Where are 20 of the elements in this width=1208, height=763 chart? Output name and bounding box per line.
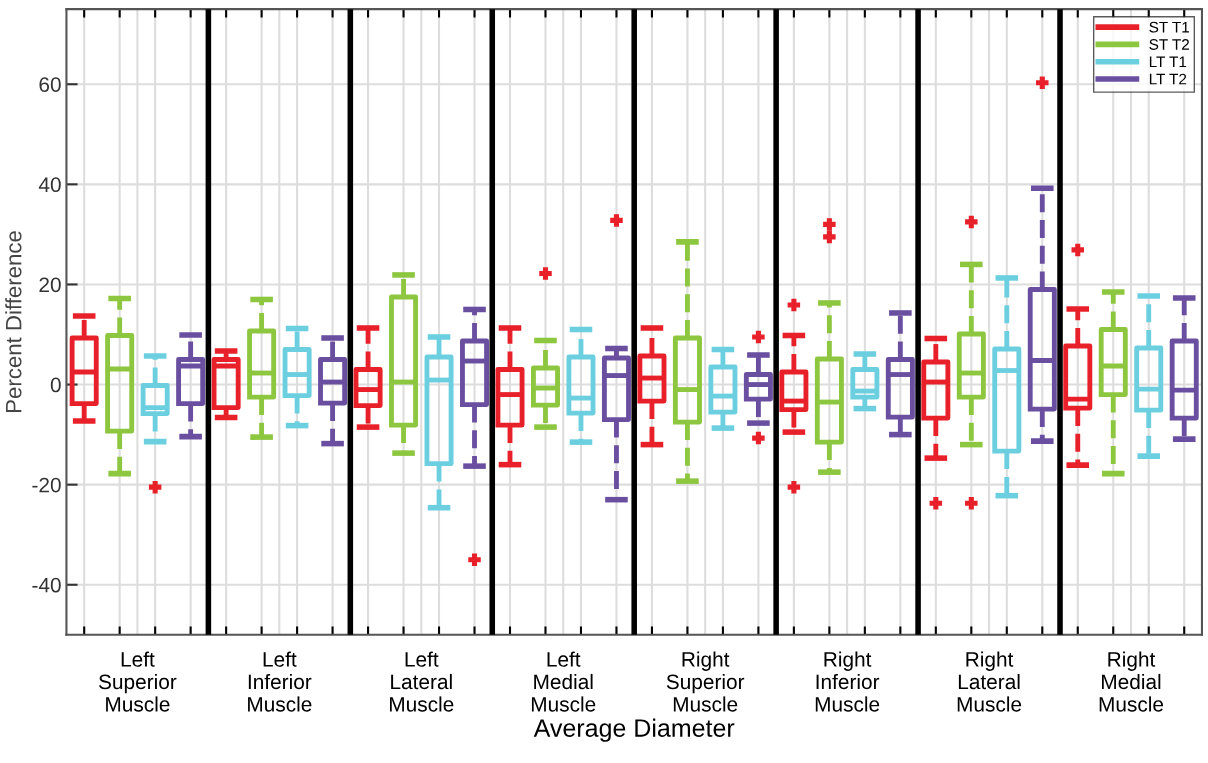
x-tick-label: Left Lateral Muscle [390,651,454,712]
y-tick-label: 40 [38,177,61,193]
legend-label: LT T2 [1149,73,1187,85]
legend-label: ST T2 [1149,39,1189,50]
x-tick-label: Left Superior Muscle [98,651,177,712]
y-tick-label: -40 [32,577,61,593]
x-tick-label: Left Inferior Muscle [248,651,312,712]
y-tick-label: 0 [50,377,61,393]
legend-label: ST T1 [1149,21,1189,33]
x-axis-title: Average Diameter [533,718,735,742]
y-tick-label: 60 [39,77,61,92]
legend-label: LT T1 [1149,56,1187,68]
x-tick-label: Right Lateral Muscle [957,651,1022,712]
y-tick-label: 20 [39,277,61,293]
y-axis-title: Percent Difference [5,231,22,412]
x-tick-label: Left Medial Muscle [531,651,596,712]
x-tick-label: Right Superior Muscle [666,651,745,712]
x-tick-label: Right Medial Muscle [1099,651,1164,712]
x-tick-label: Right Inferior Muscle [815,651,880,712]
y-tick-label: -20 [32,477,61,493]
